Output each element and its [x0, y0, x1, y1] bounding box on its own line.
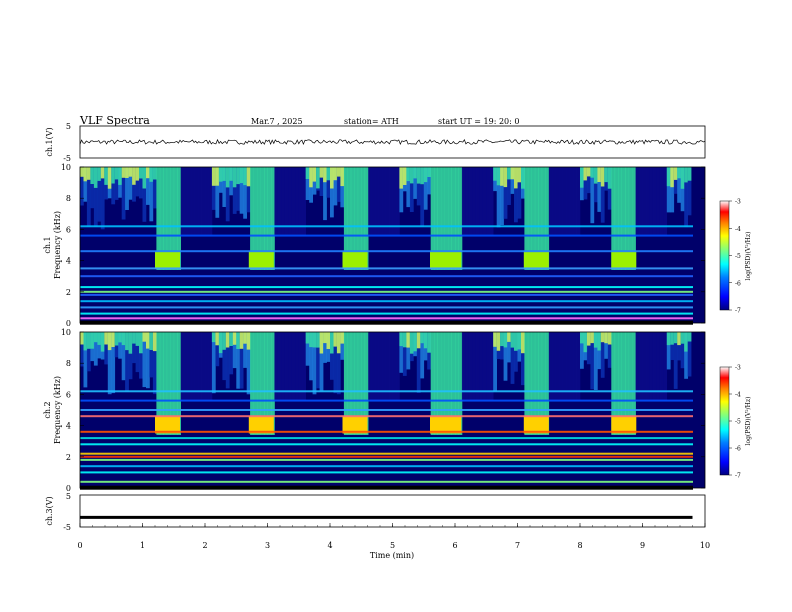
- time-tick-label: 1: [140, 541, 145, 550]
- freq-tick-label: 8: [66, 359, 71, 368]
- ch1-waveform-ylabel: ch.1(V): [45, 127, 54, 156]
- ch1-spectrogram-panel: 0 2 4 6 8 10 ch.1 Frequency (kHz): [43, 163, 706, 328]
- time-axis-ticks: 0 1 2 3 4 5 6 7 8 9 10: [77, 523, 710, 550]
- start-time-label: start UT = 19: 20: 0: [438, 117, 519, 126]
- colorbar-tick-label: -5: [735, 419, 741, 426]
- time-axis-label: Time (min): [370, 551, 414, 560]
- station-label: station= ATH: [344, 117, 399, 126]
- time-tick-label: 9: [640, 541, 645, 550]
- ch1-yticks: 0 2 4 6 8 10: [61, 163, 705, 328]
- colorbar-tick-label: -5: [735, 253, 741, 260]
- time-tick-label: 8: [577, 541, 582, 550]
- ch1-colorbar-label: log(PSD)(V²/Hz): [745, 232, 752, 281]
- date-label: Mar.7 , 2025: [251, 117, 303, 126]
- colorbar-tick-label: -6: [735, 446, 741, 453]
- time-tick-label: 3: [265, 541, 270, 550]
- colorbar-tick-label: -4: [735, 392, 741, 399]
- freq-tick-label: 6: [66, 390, 71, 399]
- ch1-ytick-neg5: -5: [63, 154, 71, 163]
- ch2-colorbar-scale: [719, 366, 730, 476]
- freq-tick-label: 4: [66, 257, 71, 266]
- freq-tick-label: 2: [66, 453, 71, 462]
- colorbar-tick-label: -7: [735, 308, 741, 315]
- time-tick-label: 7: [515, 541, 520, 550]
- ch3-ytick-neg5: -5: [63, 523, 71, 532]
- freq-tick-label: 10: [61, 328, 71, 337]
- colorbar-tick-label: -6: [735, 280, 741, 287]
- colorbar-tick-label: -3: [735, 199, 741, 206]
- ch1-colorbar-ticks: -3 -4 -5 -6 -7: [729, 199, 741, 315]
- ch1-waveform-frame: [79, 125, 706, 159]
- ch1-ytick-5: 5: [66, 122, 71, 131]
- ch2-spectrogram-channel-label: ch.2: [43, 401, 52, 418]
- ch2-frequency-label: Frequency (kHz): [53, 376, 62, 444]
- ch2-spectrogram-image: [80, 332, 693, 490]
- ch2-spectrogram-frame: [79, 331, 706, 489]
- ch2-yticks: 0 2 4 6 8 10: [61, 328, 705, 493]
- ch1-colorbar: -3 -4 -5 -6 -7 log(PSD)(V²/Hz): [719, 199, 752, 315]
- ch3-waveform-ylabel: ch.3(V): [45, 496, 54, 525]
- ch2-colorbar: -3 -4 -5 -6 -7 log(PSD)(V²/Hz): [719, 365, 752, 480]
- ch1-frequency-label: Frequency (kHz): [53, 211, 62, 279]
- ch3-waveform-frame: [79, 494, 706, 528]
- freq-tick-label: 0: [66, 319, 71, 328]
- freq-tick-label: 2: [66, 288, 71, 297]
- ch1-spectrogram-channel-label: ch.1: [43, 236, 52, 253]
- figure-title: VLF Spectra: [79, 114, 150, 127]
- ch2-colorbar-ticks: -3 -4 -5 -6 -7: [729, 365, 741, 480]
- time-tick-label: 4: [327, 541, 332, 550]
- colorbar-tick-label: -3: [735, 365, 741, 372]
- time-tick-label: 10: [700, 541, 710, 550]
- ch1-waveform-panel: 5 -5 ch.1(V): [45, 122, 706, 163]
- ch1-spectrogram-frame: [79, 166, 706, 324]
- freq-tick-label: 8: [66, 194, 71, 203]
- colorbar-tick-label: -7: [735, 473, 741, 480]
- time-tick-label: 0: [77, 541, 82, 550]
- freq-tick-label: 6: [66, 225, 71, 234]
- ch2-colorbar-label: log(PSD)(V²/Hz): [745, 397, 752, 446]
- colorbar-tick-label: -4: [735, 226, 741, 233]
- ch1-waveform-trace: [79, 138, 706, 146]
- ch3-ytick-5: 5: [66, 492, 71, 501]
- time-tick-label: 5: [390, 541, 395, 550]
- ch2-spectrogram-panel: 0 2 4 6 8 10 ch.2 Frequency (kHz): [43, 328, 706, 493]
- ch3-waveform-panel: 5 -5 ch.3(V) 0 1 2 3 4 5 6 7 8 9 10 Time (min): [45, 492, 710, 560]
- freq-tick-label: 0: [66, 484, 71, 493]
- freq-tick-label: 10: [61, 163, 71, 172]
- time-tick-label: 2: [202, 541, 207, 550]
- ch1-colorbar-scale: [719, 200, 730, 311]
- time-tick-label: 6: [452, 541, 457, 550]
- freq-tick-label: 4: [66, 422, 71, 431]
